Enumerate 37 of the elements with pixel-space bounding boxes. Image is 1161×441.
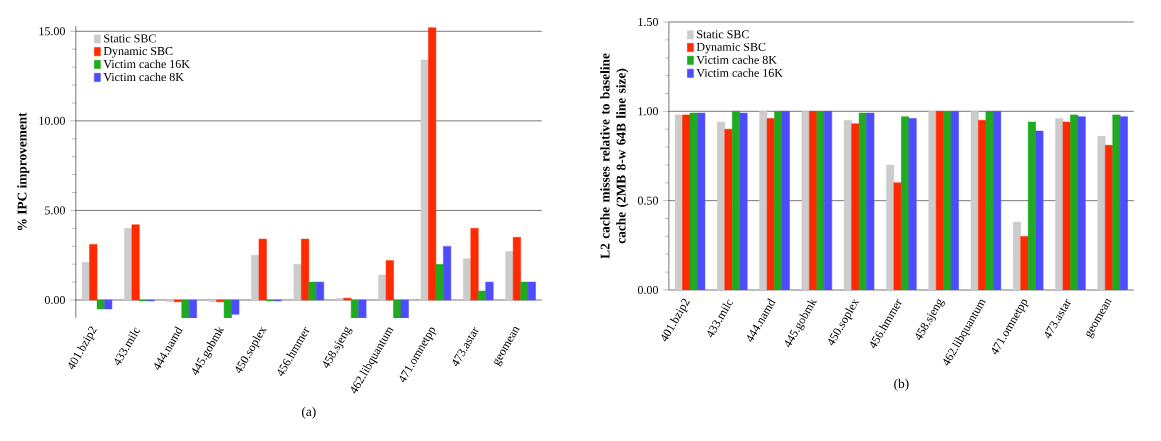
legend-label: Victim cache 8K: [696, 55, 777, 65]
bar: [470, 228, 479, 301]
bar: [89, 244, 98, 301]
legend-label: Dynamic SBC: [103, 47, 173, 58]
y-axis-title: L2 cache misses relative to baseline cache (2MB 8-w 64B line size): [600, 53, 629, 259]
bar: [420, 59, 429, 301]
x-axis-title: (a): [302, 406, 316, 419]
y-tick-label: 0.50: [637, 196, 659, 205]
bar: [435, 263, 444, 301]
bar: [505, 251, 514, 301]
y-axis-title: % IPC improvement: [17, 112, 30, 231]
legend-label: Victim cache 16K: [696, 68, 783, 77]
bar: [131, 224, 140, 301]
y-tick-label: 1.00: [638, 107, 659, 116]
bar: [385, 260, 394, 301]
bar: [301, 238, 310, 301]
bar: [181, 299, 190, 318]
y-tick-label: 0.00: [44, 295, 65, 305]
y-tick-label: 5.00: [45, 206, 65, 215]
bar: [512, 237, 521, 301]
bar: [293, 263, 302, 301]
legend-label: Static SBC: [104, 34, 156, 43]
bar: [308, 281, 317, 301]
y-tick-label: 10.00: [39, 116, 65, 125]
legend-label: Victim cache 16K: [103, 59, 190, 69]
bar: [463, 258, 472, 301]
legend-label: Victim cache 8K: [103, 72, 184, 82]
legend-label: Static SBC: [697, 30, 749, 39]
x-axis-title: (b): [894, 378, 909, 391]
bar: [81, 262, 90, 301]
bar: [258, 238, 267, 301]
bar: [428, 27, 437, 301]
y-tick-label: 1.50: [638, 17, 659, 27]
legend-label: Dynamic SBC: [696, 42, 766, 54]
y-tick-label: 0.00: [637, 285, 659, 295]
y-tick-label: 15.00: [39, 27, 65, 36]
bar: [378, 274, 387, 301]
